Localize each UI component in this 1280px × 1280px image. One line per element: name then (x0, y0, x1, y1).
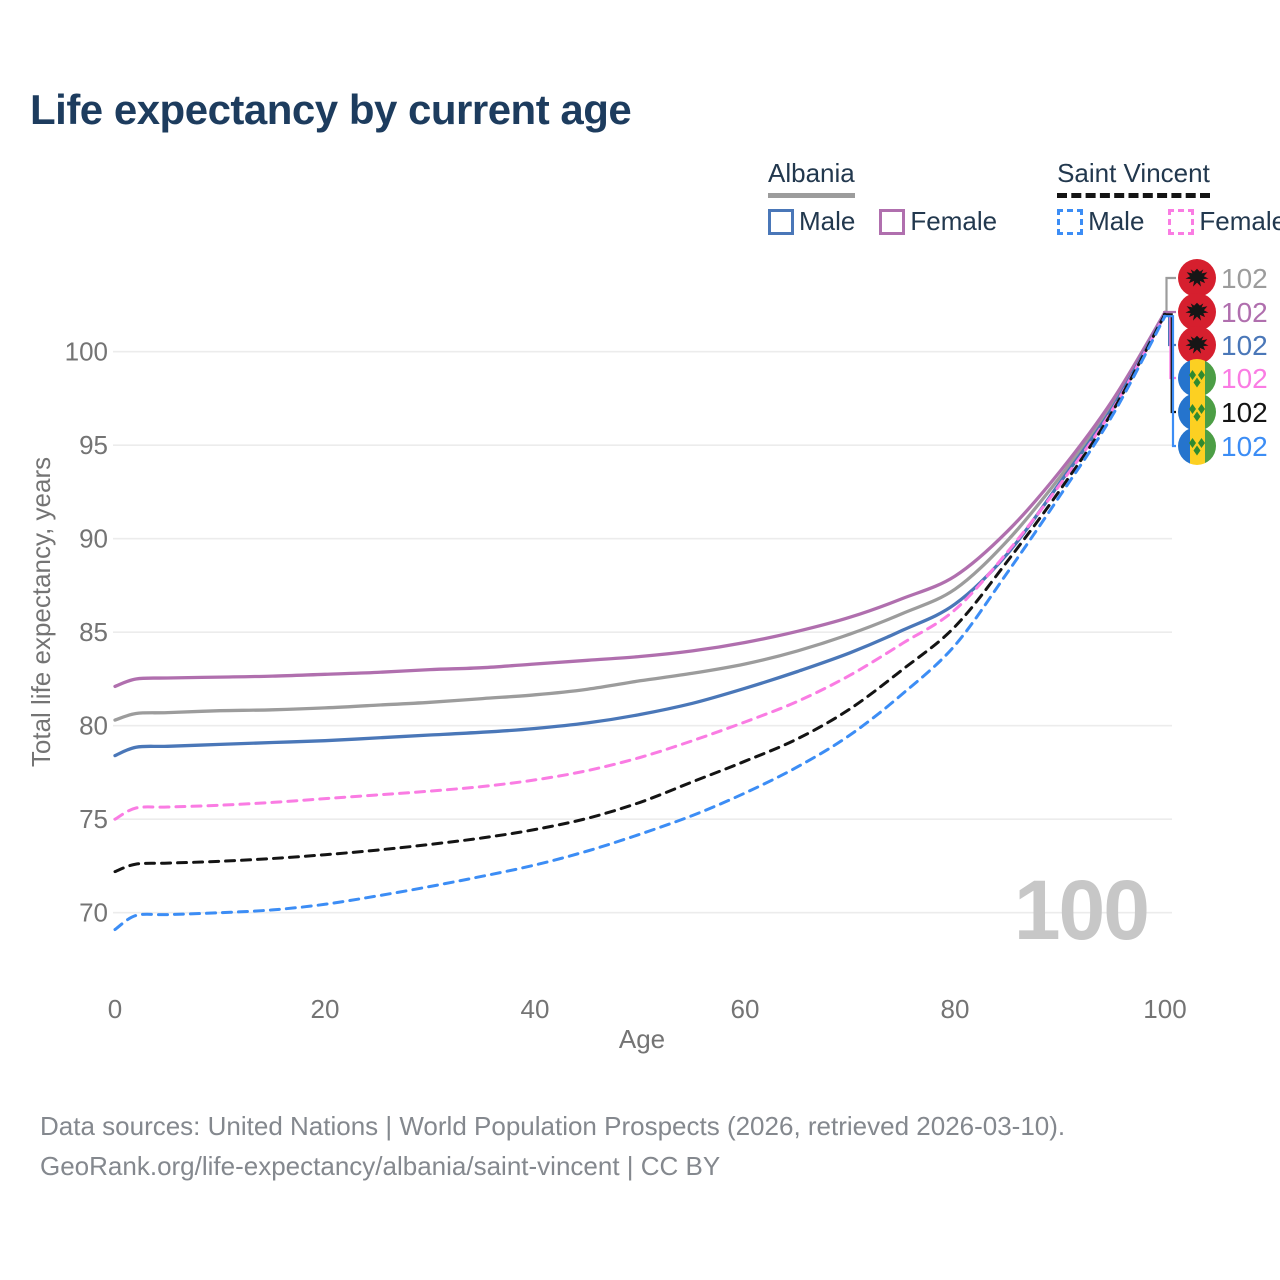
legend-item-label: Male (1088, 206, 1145, 236)
x-tick-label: 80 (941, 994, 970, 1024)
y-tick-label: 90 (79, 524, 108, 554)
legend-item-label: Male (799, 206, 856, 236)
series-line-albania-male (113, 312, 1167, 758)
x-tick-label: 100 (1143, 994, 1186, 1024)
series-line-albania-female (113, 310, 1167, 689)
saint-vincent-male-swatch-icon (1057, 208, 1084, 235)
saint-vincent-female-swatch-icon (1168, 208, 1195, 235)
series-end-label-saint-vincent-all: 102 (1221, 397, 1268, 428)
x-tick-label: 60 (731, 994, 760, 1024)
leader-line-saint-vincent-male (1163, 315, 1176, 448)
x-tick-label: 20 (311, 994, 340, 1024)
albania-flag-icon (1178, 326, 1216, 364)
y-tick-label: 85 (79, 617, 108, 647)
y-tick-label: 80 (79, 711, 108, 741)
saint-vincent-flag-icon (1178, 427, 1216, 465)
legend-item-label: Female (1199, 206, 1280, 236)
albania-flag-icon (1178, 293, 1216, 331)
series-line-saint-vincent-male (113, 314, 1167, 931)
albania-female-swatch-icon (879, 208, 906, 235)
legend-group-title-albania: Albania (768, 160, 855, 198)
legend-group-title-saint-vincent: Saint Vincent (1057, 160, 1210, 198)
y-tick-label: 75 (79, 804, 108, 834)
x-axis-title: Age (619, 1024, 665, 1054)
series-end-label-saint-vincent-female: 102 (1221, 363, 1268, 394)
legend-item-albania-male: Male (768, 206, 855, 237)
series-line-saint-vincent-female (113, 312, 1167, 821)
albania-flag-icon (1178, 259, 1216, 297)
series-end-label-albania-female: 102 (1221, 297, 1268, 328)
page-title: Life expectancy by current age (30, 86, 632, 133)
series-line-albania-all (113, 310, 1167, 722)
legend-item-saint-vincent-female: Female (1168, 206, 1280, 237)
x-tick-label: 0 (108, 994, 122, 1024)
series-end-label-albania-all: 102 (1221, 263, 1268, 294)
series-end-label-saint-vincent-male: 102 (1221, 431, 1268, 462)
y-tick-label: 95 (79, 430, 108, 460)
series-line-saint-vincent-all (113, 312, 1167, 874)
albania-male-swatch-icon (768, 208, 794, 235)
legend-item-saint-vincent-male: Male (1057, 206, 1144, 237)
footer: Data sources: United Nations | World Pop… (40, 1106, 1065, 1186)
footer-line-data-sources: Data sources: United Nations | World Pop… (40, 1111, 1066, 1141)
legend-item-albania-female: Female (879, 206, 997, 237)
age-watermark: 100 (1013, 863, 1150, 957)
y-tick-label: 70 (79, 898, 108, 928)
series-end-label-albania-male: 102 (1221, 330, 1268, 361)
legend-group-albania: Albania Male Female (768, 160, 997, 237)
footer-line-attribution: GeoRank.org/life-expectancy/albania/sain… (40, 1151, 721, 1181)
legend-group-saint-vincent: Saint Vincent Male Female (1057, 160, 1280, 237)
legend-item-label: Female (910, 206, 998, 236)
legend: Albania Male Female Saint Vincent Male (768, 160, 1280, 237)
x-tick-label: 40 (521, 994, 550, 1024)
y-axis-title: Total life expectancy, years (26, 457, 56, 767)
leader-line-albania-all (1163, 276, 1176, 314)
saint-vincent-flag-icon (1178, 359, 1216, 397)
saint-vincent-flag-icon (1178, 393, 1216, 431)
y-tick-label: 100 (65, 337, 108, 367)
